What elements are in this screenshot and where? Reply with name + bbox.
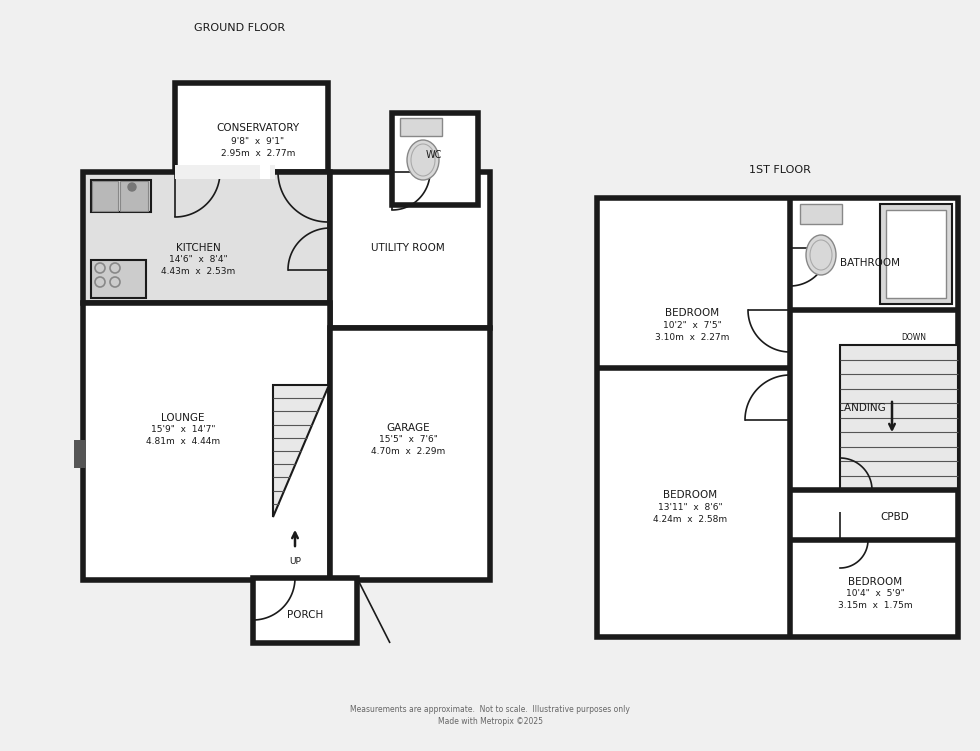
Text: 4.81m  x  4.44m: 4.81m x 4.44m xyxy=(146,438,220,447)
Text: BEDROOM: BEDROOM xyxy=(848,577,902,587)
Text: BEDROOM: BEDROOM xyxy=(665,308,719,318)
Text: Made with Metropix ©2025: Made with Metropix ©2025 xyxy=(437,717,543,726)
Text: GROUND FLOOR: GROUND FLOOR xyxy=(194,23,285,33)
Text: PORCH: PORCH xyxy=(287,610,323,620)
Text: BATHROOM: BATHROOM xyxy=(840,258,900,268)
Text: 4.70m  x  2.29m: 4.70m x 2.29m xyxy=(370,448,445,457)
Bar xyxy=(83,172,330,303)
Text: 9'8"  x  9'1": 9'8" x 9'1" xyxy=(231,137,284,146)
Text: BEDROOM: BEDROOM xyxy=(662,490,717,500)
Text: Measurements are approximate.  Not to scale.  Illustrative purposes only: Measurements are approximate. Not to sca… xyxy=(350,705,630,714)
Bar xyxy=(330,328,490,580)
Text: GARAGE: GARAGE xyxy=(386,423,430,433)
Bar xyxy=(175,83,328,172)
Bar xyxy=(260,165,270,179)
Bar xyxy=(253,578,357,643)
Bar xyxy=(91,260,146,298)
Text: KITCHEN: KITCHEN xyxy=(175,243,220,253)
Text: 14'6"  x  8'4": 14'6" x 8'4" xyxy=(169,255,227,264)
Bar xyxy=(175,165,275,179)
Text: 10'4"  x  5'9": 10'4" x 5'9" xyxy=(846,590,905,599)
Text: 15'5"  x  7'6": 15'5" x 7'6" xyxy=(378,436,437,445)
Text: DOWN: DOWN xyxy=(902,333,926,342)
Text: 15'9"  x  14'7": 15'9" x 14'7" xyxy=(151,426,216,435)
Bar xyxy=(880,204,952,304)
Text: 4.24m  x  2.58m: 4.24m x 2.58m xyxy=(653,514,727,523)
Text: 13'11"  x  8'6": 13'11" x 8'6" xyxy=(658,502,722,511)
Text: WC: WC xyxy=(426,150,442,160)
Ellipse shape xyxy=(407,140,439,180)
Bar xyxy=(74,440,86,468)
Bar xyxy=(400,118,442,136)
Bar xyxy=(840,345,958,490)
Polygon shape xyxy=(273,385,329,517)
Bar xyxy=(886,210,946,298)
Bar xyxy=(597,198,958,637)
Bar xyxy=(91,180,151,212)
Text: LANDING: LANDING xyxy=(838,403,886,413)
Text: 4.43m  x  2.53m: 4.43m x 2.53m xyxy=(161,267,235,276)
Text: 3.15m  x  1.75m: 3.15m x 1.75m xyxy=(838,602,912,611)
Bar xyxy=(330,172,490,328)
Text: CPBD: CPBD xyxy=(881,512,909,522)
Ellipse shape xyxy=(806,235,836,275)
Bar xyxy=(120,181,148,211)
Text: UP: UP xyxy=(289,557,301,566)
Text: 10'2"  x  7'5": 10'2" x 7'5" xyxy=(662,321,721,330)
Text: 2.95m  x  2.77m: 2.95m x 2.77m xyxy=(220,149,295,158)
Circle shape xyxy=(128,183,136,191)
Text: LOUNGE: LOUNGE xyxy=(162,413,205,423)
Bar xyxy=(83,303,330,580)
Text: 3.10m  x  2.27m: 3.10m x 2.27m xyxy=(655,333,729,342)
Text: UTILITY ROOM: UTILITY ROOM xyxy=(371,243,445,253)
Bar xyxy=(392,113,478,205)
Bar xyxy=(92,181,118,211)
Text: CONSERVATORY: CONSERVATORY xyxy=(217,123,300,133)
Text: 1ST FLOOR: 1ST FLOOR xyxy=(749,165,810,175)
Bar xyxy=(800,204,842,224)
